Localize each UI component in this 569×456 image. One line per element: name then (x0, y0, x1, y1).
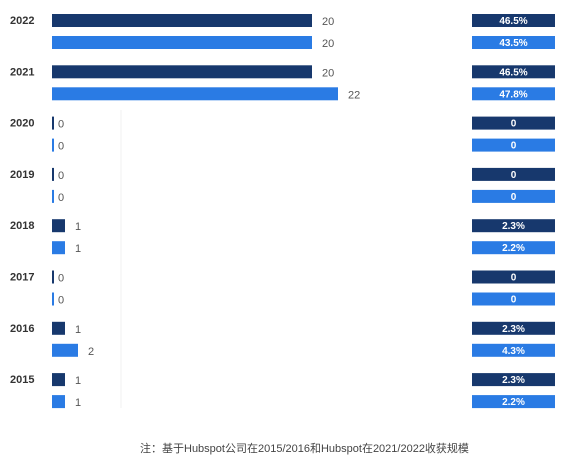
percent-label: 0 (511, 141, 517, 152)
percent-box (472, 270, 555, 284)
percent-label: 4.3% (502, 346, 525, 357)
value-label: 0 (58, 119, 64, 131)
percent-label: 2.2% (502, 243, 525, 254)
percent-label: 43.5% (499, 38, 527, 49)
percent-box (472, 219, 555, 233)
bar (52, 219, 65, 233)
bar (52, 36, 312, 49)
percent-label: 0 (511, 192, 517, 203)
bar (52, 373, 65, 387)
percent-box (472, 373, 555, 387)
percent-label: 46.5% (499, 67, 527, 78)
year-label: 2020 (10, 118, 34, 130)
value-label: 1 (75, 243, 81, 255)
value-label: 1 (75, 221, 81, 233)
chart-footnote: 注：基于Hubspot公司在2015/2016和Hubspot在2021/202… (140, 443, 469, 455)
bar (52, 189, 54, 203)
value-label: 0 (58, 170, 64, 182)
bar (52, 87, 338, 101)
bar (52, 65, 312, 79)
percent-box (472, 14, 555, 27)
year-label: 2021 (10, 66, 34, 78)
percent-box (472, 116, 555, 130)
year-label: 2018 (10, 220, 34, 232)
bar (52, 167, 54, 181)
value-label: 1 (75, 375, 81, 387)
percent-label: 0 (511, 170, 517, 181)
percent-label: 2.3% (502, 324, 525, 335)
value-label: 22 (348, 89, 360, 101)
year-label: 2022 (10, 15, 34, 27)
value-label: 0 (58, 192, 64, 204)
year-label: 2019 (10, 169, 34, 181)
percent-label: 0 (511, 273, 517, 284)
bar (52, 395, 65, 409)
bar (52, 241, 65, 255)
percent-label: 47.8% (499, 89, 527, 100)
bar (52, 116, 54, 130)
value-label: 20 (322, 16, 334, 28)
percent-box (472, 65, 555, 79)
value-label: 20 (322, 67, 334, 79)
bar (52, 343, 78, 357)
value-label: 0 (58, 273, 64, 285)
percent-box (472, 36, 555, 49)
percent-box (472, 292, 555, 306)
percent-label: 0 (511, 119, 517, 130)
percent-box (472, 321, 555, 335)
year-label: 2015 (10, 374, 34, 386)
value-label: 0 (58, 295, 64, 307)
percent-label: 2.2% (502, 397, 525, 408)
percent-label: 46.5% (499, 16, 527, 27)
value-label: 1 (75, 324, 81, 336)
year-label: 2017 (10, 272, 34, 284)
percent-label: 0 (511, 295, 517, 306)
percent-box (472, 167, 555, 181)
value-label: 0 (58, 141, 64, 153)
year-label: 2016 (10, 323, 34, 335)
value-label: 20 (322, 38, 334, 50)
value-label: 1 (75, 397, 81, 409)
percent-box (472, 241, 555, 255)
percent-box (472, 343, 555, 357)
bar (52, 14, 312, 27)
percent-box (472, 87, 555, 101)
percent-box (472, 138, 555, 152)
bar (52, 321, 65, 335)
value-label: 2 (88, 346, 94, 358)
percent-label: 2.3% (502, 375, 525, 386)
bar (52, 292, 54, 306)
percent-box (472, 395, 555, 409)
percent-box (472, 189, 555, 203)
bar (52, 270, 54, 284)
bar (52, 138, 54, 152)
percent-label: 2.3% (502, 221, 525, 232)
